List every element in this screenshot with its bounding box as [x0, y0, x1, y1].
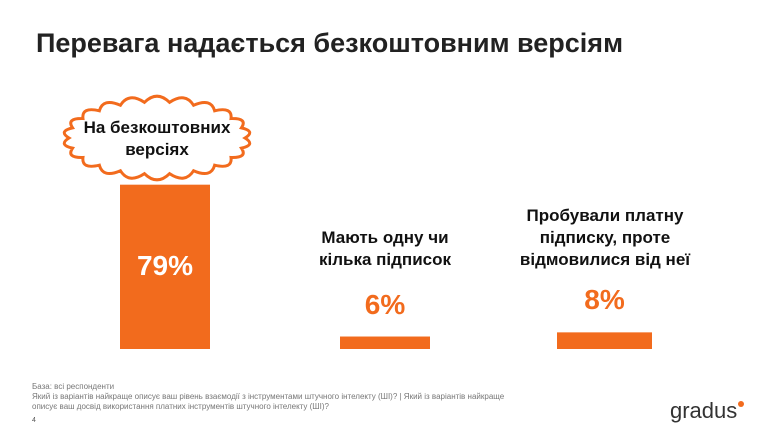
footnote-base: База: всі респонденти: [32, 382, 115, 391]
category-label: Мають одну чи кілька підписок: [318, 228, 451, 269]
chart-title: Перевага надається безкоштовним версіям: [36, 28, 624, 58]
footnote-question: Який із варіантів найкраще описує ваш рі…: [32, 392, 505, 411]
category-label: На безкоштовних версіях: [83, 118, 231, 159]
page-number: 4: [32, 417, 36, 424]
footnote: База: всі респонденти Який із варіантів …: [32, 382, 522, 412]
category-label: Пробували платну підписку, проте відмови…: [519, 206, 691, 269]
value-label: 8%: [584, 284, 625, 316]
value-label: 79%: [136, 249, 194, 281]
cloud-shape: [62, 94, 252, 182]
bar: [557, 332, 652, 349]
value-label: 6%: [364, 288, 406, 320]
logo: gradus: [670, 398, 744, 424]
bar: [120, 184, 210, 349]
bar: [340, 336, 430, 349]
